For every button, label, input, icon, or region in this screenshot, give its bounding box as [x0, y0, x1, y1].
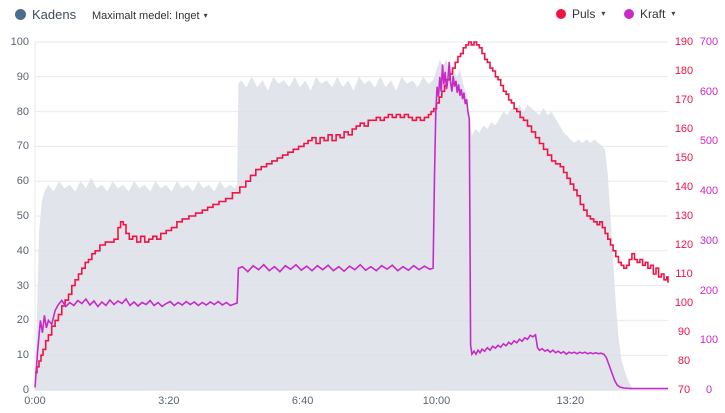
cadence-area [35, 59, 668, 391]
chevron-down-icon: ▾ [601, 9, 606, 18]
y-axis-label-cadence: 40 [16, 244, 29, 257]
y-axis-label-pulse: 90 [677, 326, 691, 338]
y-axis-label-cadence: 90 [16, 70, 29, 83]
pulse-line [35, 41, 669, 374]
legend-item-kraft[interactable]: Kraft ▾ [624, 7, 675, 21]
y-axis-label-power: 100 [699, 334, 719, 347]
y-axis-label-pulse: 130 [674, 210, 694, 222]
kadens-max-avg-label: Maximalt medel: Inget [92, 10, 200, 22]
x-axis-label: 6:40 [291, 395, 314, 407]
y-axis-label-pulse: 140 [674, 181, 694, 193]
chevron-down-icon: ▾ [671, 9, 676, 18]
legend-label-kadens: Kadens [32, 7, 77, 22]
y-axis-label-power: 500 [699, 135, 719, 148]
x-axis-label: 3:20 [158, 395, 180, 407]
y-axis-label-power: 700 [699, 36, 719, 48]
kraft-dot-icon [624, 9, 634, 19]
x-axis-label: 13:20 [556, 395, 585, 407]
y-axis-label-pulse: 120 [674, 239, 694, 251]
y-axis-label-pulse: 110 [675, 268, 693, 280]
y-axis-label-power: 300 [699, 234, 719, 247]
y-axis-label-pulse: 190 [674, 36, 694, 48]
y-axis-label-pulse: 70 [677, 384, 691, 396]
y-axis-label-pulse: 100 [674, 297, 694, 309]
y-axis-label-pulse: 80 [677, 355, 691, 367]
y-axis-label-pulse: 170 [674, 94, 694, 106]
y-axis-label-cadence: 100 [10, 36, 29, 48]
kadens-dot-icon [15, 9, 26, 20]
puls-dot-icon [556, 9, 566, 19]
y-axis-label-pulse: 180 [674, 65, 694, 77]
x-axis-label: 10:00 [422, 395, 451, 407]
y-axis-label-cadence: 80 [16, 105, 29, 118]
x-axis-label: 0:00 [24, 395, 46, 407]
kadens-max-avg-dropdown[interactable]: Maximalt medel: Inget ▾ [92, 10, 208, 22]
y-axis-label-cadence: 10 [16, 349, 29, 362]
chevron-down-icon: ▾ [203, 11, 208, 20]
y-axis-label-power: 400 [699, 185, 719, 198]
legend-item-puls[interactable]: Puls ▾ [556, 7, 605, 21]
y-axis-label-power: 200 [699, 284, 719, 297]
legend-label-kraft: Kraft [640, 7, 666, 21]
y-axis-label-pulse: 150 [674, 152, 694, 164]
power-line [34, 61, 668, 390]
legend-label-puls: Puls [572, 7, 596, 21]
y-axis-label-cadence: 70 [16, 140, 29, 153]
y-axis-label-cadence: 20 [16, 314, 29, 327]
legend-item-kadens[interactable]: Kadens [15, 7, 76, 22]
y-axis-label-cadence: 50 [16, 210, 29, 222]
y-axis-label-cadence: 60 [16, 175, 29, 188]
y-axis-label-power: 600 [699, 85, 719, 98]
y-axis-label-cadence: 0 [22, 384, 29, 396]
y-axis-label-pulse: 160 [674, 123, 694, 135]
y-axis-label-cadence: 30 [16, 279, 29, 292]
y-axis-label-power: 0 [705, 384, 713, 396]
